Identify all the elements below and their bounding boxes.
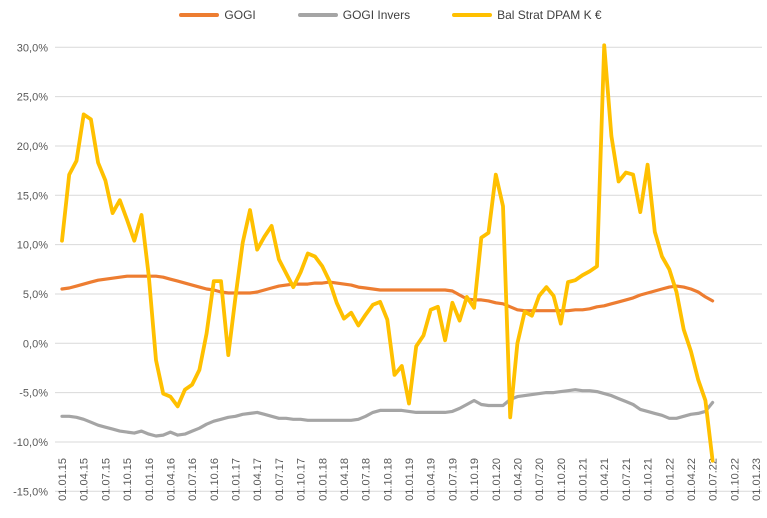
series-line-gogi — [60, 274, 715, 313]
series-line-gogi-invers — [60, 388, 715, 438]
legend-item-bal-strat[interactable]: Bal Strat DPAM K € — [452, 8, 602, 22]
x-axis-labels: 01.01.15 01.04.15 01.07.15 01.10.15 01.01.16… — [57, 458, 763, 501]
x-tick-label: 01.10.21 — [643, 458, 655, 501]
x-tick-label: 01.04.15 — [79, 458, 91, 501]
gogi-invers-line-swatch — [297, 13, 338, 17]
x-tick-label: 01.07.16 — [187, 458, 199, 501]
x-tick-label: 01.10.20 — [556, 458, 568, 501]
series-line-bal-strat-dpam-k — [60, 43, 715, 463]
x-tick-label: 01.04.22 — [686, 458, 698, 501]
x-tick-label: 01.01.23 — [751, 458, 763, 501]
legend-label-gogi: GOGI — [224, 8, 256, 22]
gridlines — [55, 46, 762, 492]
legend-label-bal-strat: Bal Strat DPAM K € — [497, 8, 602, 22]
y-tick-label: 30,0% — [17, 42, 48, 54]
x-tick-label: 01.01.17 — [231, 458, 243, 501]
x-tick-label: 01.07.18 — [361, 458, 373, 501]
x-tick-label: 01.10.18 — [382, 458, 394, 501]
x-tick-label: 01.04.19 — [426, 458, 438, 501]
x-tick-label: 01.07.21 — [621, 458, 633, 501]
y-tick-label: 20,0% — [17, 141, 48, 153]
x-tick-label: 01.07.19 — [447, 458, 459, 501]
x-tick-label: 01.01.21 — [578, 458, 590, 501]
x-tick-label: 01.01.15 — [57, 458, 69, 501]
gogi-line-swatch — [179, 13, 220, 17]
y-tick-label: 15,0% — [17, 190, 48, 202]
x-tick-label: 01.01.16 — [144, 458, 156, 501]
x-tick-label: 01.01.20 — [491, 458, 503, 501]
x-tick-label: 01.10.17 — [296, 458, 308, 501]
y-tick-label: 25,0% — [17, 92, 48, 104]
x-tick-label: 01.04.20 — [512, 458, 524, 501]
x-tick-label: 01.04.16 — [165, 458, 177, 501]
x-tick-label: 01.07.15 — [100, 458, 112, 501]
y-tick-label: -15,0% — [13, 486, 48, 498]
y-tick-label: 0,0% — [23, 338, 48, 350]
x-tick-label: 01.07.20 — [534, 458, 546, 501]
x-tick-label: 01.10.15 — [122, 458, 134, 501]
x-tick-label: 01.01.22 — [664, 458, 676, 501]
y-tick-label: -10,0% — [13, 437, 48, 449]
x-tick-label: 01.10.16 — [209, 458, 221, 501]
y-tick-label: -5,0% — [19, 388, 48, 400]
y-tick-label: 5,0% — [23, 289, 48, 301]
x-tick-label: 01.07.17 — [274, 458, 286, 501]
legend-item-gogi[interactable]: GOGI — [179, 8, 256, 22]
x-tick-label: 01.01.19 — [404, 458, 416, 501]
y-axis-labels: 30,0% 25,0% 20,0% 15,0% 10,0% 5,0% 0,0% -5,0% -1… — [13, 42, 48, 498]
legend-item-gogi-invers[interactable]: GOGI Invers — [297, 8, 411, 22]
x-tick-label: 01.10.22 — [729, 458, 741, 501]
x-tick-label: 01.04.18 — [339, 458, 351, 501]
legend-label-gogi-invers: GOGI Invers — [342, 8, 411, 22]
x-tick-label: 01.07.22 — [708, 458, 720, 501]
bal-strat-line-swatch — [452, 13, 493, 17]
x-tick-label: 01.04.21 — [599, 458, 611, 501]
x-tick-label: 01.01.18 — [317, 458, 329, 501]
x-tick-label: 01.10.19 — [469, 458, 481, 501]
x-tick-label: 01.04.17 — [252, 458, 264, 501]
y-tick-label: 10,0% — [17, 240, 48, 252]
chart-legend: GOGI GOGI Invers Bal Strat DPAM K € — [0, 8, 767, 22]
